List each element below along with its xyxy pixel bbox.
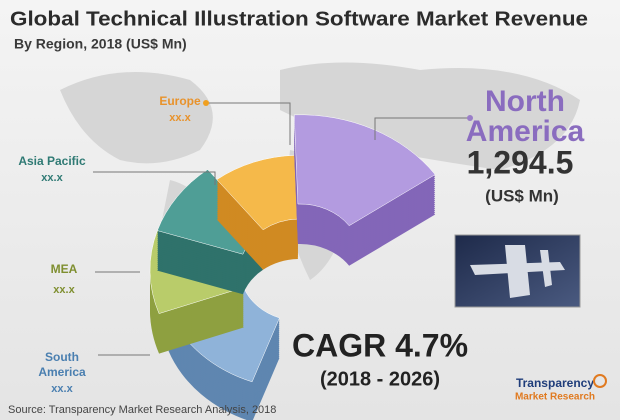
aircraft-image [454, 234, 581, 308]
region-name: America [466, 115, 585, 148]
region-name: North [485, 85, 565, 118]
title: Global Technical Illustration Software M… [10, 8, 588, 30]
region-name: Europe [159, 94, 201, 108]
region-name: Asia Pacific [18, 154, 86, 168]
region-value: xx.x [169, 112, 191, 124]
donut-chart [149, 114, 436, 420]
leader-dots [203, 100, 473, 121]
donut-segment [216, 155, 299, 231]
cagr: CAGR 4.7% [292, 327, 468, 363]
region-value: 1,294.5 [467, 144, 574, 180]
region-name: MEA [51, 262, 78, 276]
subtitle: By Region, 2018 (US$ Mn) [14, 36, 187, 52]
region-name: America [38, 365, 86, 379]
region-name: South [45, 350, 79, 364]
leader-lines [93, 102, 470, 356]
region-value: xx.x [41, 172, 63, 184]
region-unit: (US$ Mn) [485, 186, 559, 205]
logo-subname: Market Research [515, 392, 595, 403]
region-value: xx.x [51, 383, 73, 395]
region-value: xx.x [53, 284, 75, 296]
source: Source: Transparency Market Research Ana… [8, 404, 276, 416]
logo-name: Transparency [516, 376, 594, 390]
logo-icon [593, 374, 607, 388]
cagr-period: (2018 - 2026) [320, 368, 440, 390]
donut-segment [293, 114, 436, 227]
